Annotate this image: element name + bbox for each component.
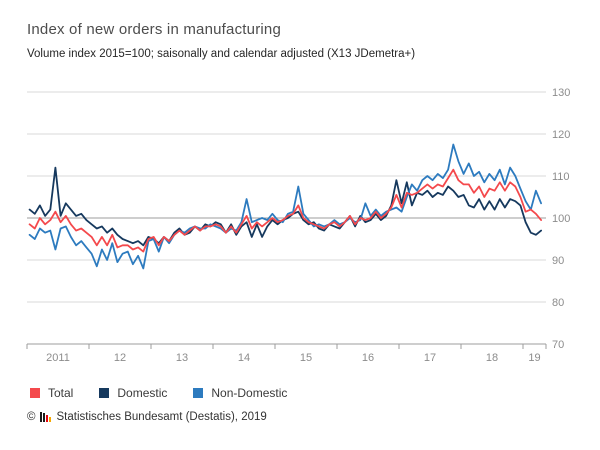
destatis-logo-icon (40, 412, 52, 422)
series-line-domestic (28, 166, 542, 247)
legend-label: Total (48, 386, 74, 400)
chart-subtitle: Volume index 2015=100; saisonally and ca… (27, 48, 416, 60)
page-title: Index of new orders in manufacturing (27, 21, 282, 38)
legend-label: Domestic (117, 386, 168, 400)
y-axis-label: 100 (552, 213, 570, 225)
chart-legend: Total Domestic Non-Domestic (30, 386, 287, 400)
legend-item-non-domestic: Non-Domestic (193, 386, 287, 400)
legend-swatch-icon (30, 388, 40, 398)
y-axis-label: 130 (552, 87, 570, 99)
y-axis-label: 90 (552, 255, 564, 267)
x-axis-label: 2011 (46, 352, 70, 364)
x-axis-label: 18 (486, 352, 498, 364)
x-axis-label: 13 (176, 352, 188, 364)
y-axis-label: 110 (552, 171, 570, 183)
y-axis-label: 80 (552, 297, 564, 309)
legend-item-domestic: Domestic (99, 386, 167, 400)
copyright-symbol: © (27, 411, 36, 423)
y-axis-label: 70 (552, 339, 564, 351)
legend-swatch-icon (193, 388, 204, 398)
x-axis-label: 17 (424, 352, 436, 364)
legend-label: Non-Domestic (211, 386, 288, 400)
footer-text: Statistisches Bundesamt (Destatis), 2019 (56, 411, 267, 423)
x-axis-label: 14 (238, 352, 250, 364)
series-line-non-domestic (28, 143, 542, 270)
legend-swatch-icon (99, 388, 110, 398)
x-axis-label: 15 (300, 352, 312, 364)
y-axis-label: 120 (552, 129, 570, 141)
x-axis-label: 12 (114, 352, 126, 364)
series-line-total (28, 168, 542, 253)
legend-item-total: Total (30, 386, 73, 400)
footer: © Statistisches Bundesamt (Destatis), 20… (27, 411, 267, 423)
x-axis-label: 19 (528, 352, 540, 364)
x-axis-label: 16 (362, 352, 374, 364)
